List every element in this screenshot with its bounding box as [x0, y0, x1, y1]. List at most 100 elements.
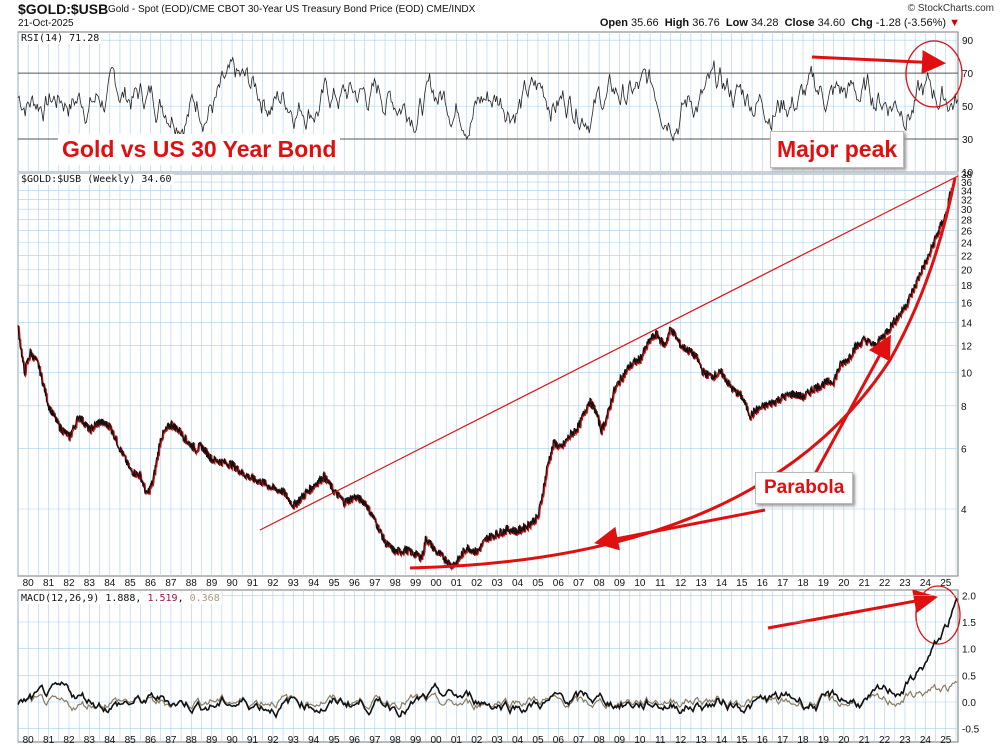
x-tick-label-bottom: 07	[573, 735, 585, 746]
macd-tick-label: 1.0	[962, 645, 976, 656]
x-tick-label-bottom: 25	[940, 735, 952, 746]
rsi-tick-label: 30	[962, 135, 974, 146]
x-tick-label-bottom: 18	[797, 735, 809, 746]
macd-tick-label: 0.0	[962, 698, 976, 709]
price-tick-label: 10	[961, 369, 973, 380]
x-tick-label-bottom: 10	[634, 735, 646, 746]
price-tick-label: 6	[961, 445, 967, 456]
price-legend: $GOLD:$USB (Weekly) 34.60	[19, 174, 174, 185]
x-tick-label-bottom: 17	[777, 735, 789, 746]
x-tick-label: 11	[655, 578, 666, 589]
x-tick-label: 95	[328, 578, 340, 589]
x-tick-label: 01	[451, 578, 463, 589]
high-value: 36.76	[692, 17, 720, 29]
price-tick-label: 38	[961, 170, 973, 181]
price-tick-label: 36	[961, 178, 973, 189]
x-tick-label-bottom: 82	[63, 735, 75, 746]
x-tick-label: 83	[84, 578, 96, 589]
macd-value: 1.888	[105, 593, 136, 604]
chart-symbol: $GOLD:$USB	[18, 1, 109, 17]
x-tick-label: 85	[125, 578, 137, 589]
x-tick-label: 02	[471, 578, 483, 589]
price-tick-label: 22	[961, 251, 973, 262]
x-tick-label: 19	[818, 578, 830, 589]
x-tick-label: 99	[410, 578, 422, 589]
macd-tick-label: 2.0	[962, 591, 976, 602]
close-value: 34.60	[817, 17, 846, 29]
rsi-tick-label: 50	[962, 102, 974, 113]
macd-line	[17, 598, 958, 719]
x-tick-label: 88	[186, 578, 198, 589]
rsi-tick-label: 90	[962, 36, 974, 47]
parabola-curve	[409, 177, 957, 570]
parabola-arrow-left	[594, 508, 766, 551]
rsi-legend: RSI(14) 71.28	[19, 33, 102, 44]
x-tick-label: 05	[532, 578, 544, 589]
x-tick-label-bottom: 80	[23, 735, 35, 746]
x-tick-label: 87	[165, 578, 177, 589]
x-tick-label-bottom: 04	[512, 735, 524, 746]
x-tick-label: 20	[838, 578, 850, 589]
x-tick-label-bottom: 95	[328, 735, 340, 746]
macd-tick-label: 1.5	[962, 618, 976, 629]
parabola-arrow-up	[813, 334, 891, 475]
low-value: 34.28	[750, 17, 779, 29]
price-tick-label: 16	[961, 299, 973, 310]
x-tick-label: 97	[369, 578, 381, 589]
chart-description: Gold - Spot (EOD)/CME CBOT 30-Year US Tr…	[108, 4, 476, 15]
x-tick-label-bottom: 11	[655, 735, 666, 746]
x-tick-label: 09	[614, 578, 626, 589]
x-tick-label-bottom: 16	[757, 735, 769, 746]
x-tick-label: 25	[940, 578, 952, 589]
x-tick-label: 04	[512, 578, 524, 589]
x-tick-label-bottom: 05	[532, 735, 544, 746]
change-value: -1.28 (-3.56%)	[875, 17, 947, 29]
x-tick-label-bottom: 24	[920, 735, 932, 746]
x-tick-label-bottom: 84	[104, 735, 116, 746]
rsi-line	[17, 56, 958, 142]
macd-peak-arrow	[767, 589, 938, 630]
x-tick-label-bottom: 86	[145, 735, 157, 746]
x-tick-label: 82	[63, 578, 75, 589]
macd-tick-label: 0.5	[962, 671, 976, 682]
x-tick-label: 89	[206, 578, 218, 589]
x-tick-label-bottom: 13	[696, 735, 708, 746]
macd-legend: MACD(12,26,9) 1.888, 1.519, 0.368	[19, 593, 222, 604]
x-tick-label: 08	[594, 578, 606, 589]
x-tick-label-bottom: 87	[165, 735, 177, 746]
rsi-peak-arrow	[811, 50, 946, 75]
price-tick-label: 20	[961, 266, 973, 277]
x-tick-label-bottom: 96	[349, 735, 361, 746]
x-tick-label: 16	[757, 578, 769, 589]
x-tick-label-bottom: 97	[369, 735, 381, 746]
x-tick-label-bottom: 94	[308, 735, 320, 746]
x-tick-label-bottom: 00	[430, 735, 442, 746]
x-tick-label: 96	[349, 578, 361, 589]
x-tick-label: 94	[308, 578, 320, 589]
x-tick-label-bottom: 92	[267, 735, 279, 746]
price-tick-label: 30	[961, 205, 973, 216]
x-tick-label: 21	[859, 578, 871, 589]
x-tick-label-bottom: 12	[675, 735, 687, 746]
price-tick-label: 8	[961, 402, 967, 413]
x-tick-label-bottom: 89	[206, 735, 218, 746]
panel-frame-3	[17, 589, 959, 743]
x-tick-label: 06	[553, 578, 565, 589]
price-tick-label: 4	[961, 505, 967, 516]
macd-highlight-circle	[915, 585, 961, 645]
x-tick-label: 86	[145, 578, 157, 589]
price-line	[17, 187, 952, 570]
x-tick-label: 92	[267, 578, 279, 589]
price-tick-label: 12	[961, 342, 973, 353]
parabola-callout: Parabola	[755, 472, 854, 504]
x-tick-label-bottom: 01	[451, 735, 463, 746]
chart-header: $GOLD:$USB Gold - Spot (EOD)/CME CBOT 30…	[0, 0, 1000, 32]
x-tick-label: 13	[696, 578, 708, 589]
price-tick-label: 24	[961, 238, 973, 249]
price-tick-label: 26	[961, 226, 973, 237]
x-tick-label-bottom: 83	[84, 735, 96, 746]
x-tick-label-bottom: 14	[716, 735, 728, 746]
x-tick-label: 23	[899, 578, 911, 589]
chart-date: 21-Oct-2025	[18, 18, 74, 29]
